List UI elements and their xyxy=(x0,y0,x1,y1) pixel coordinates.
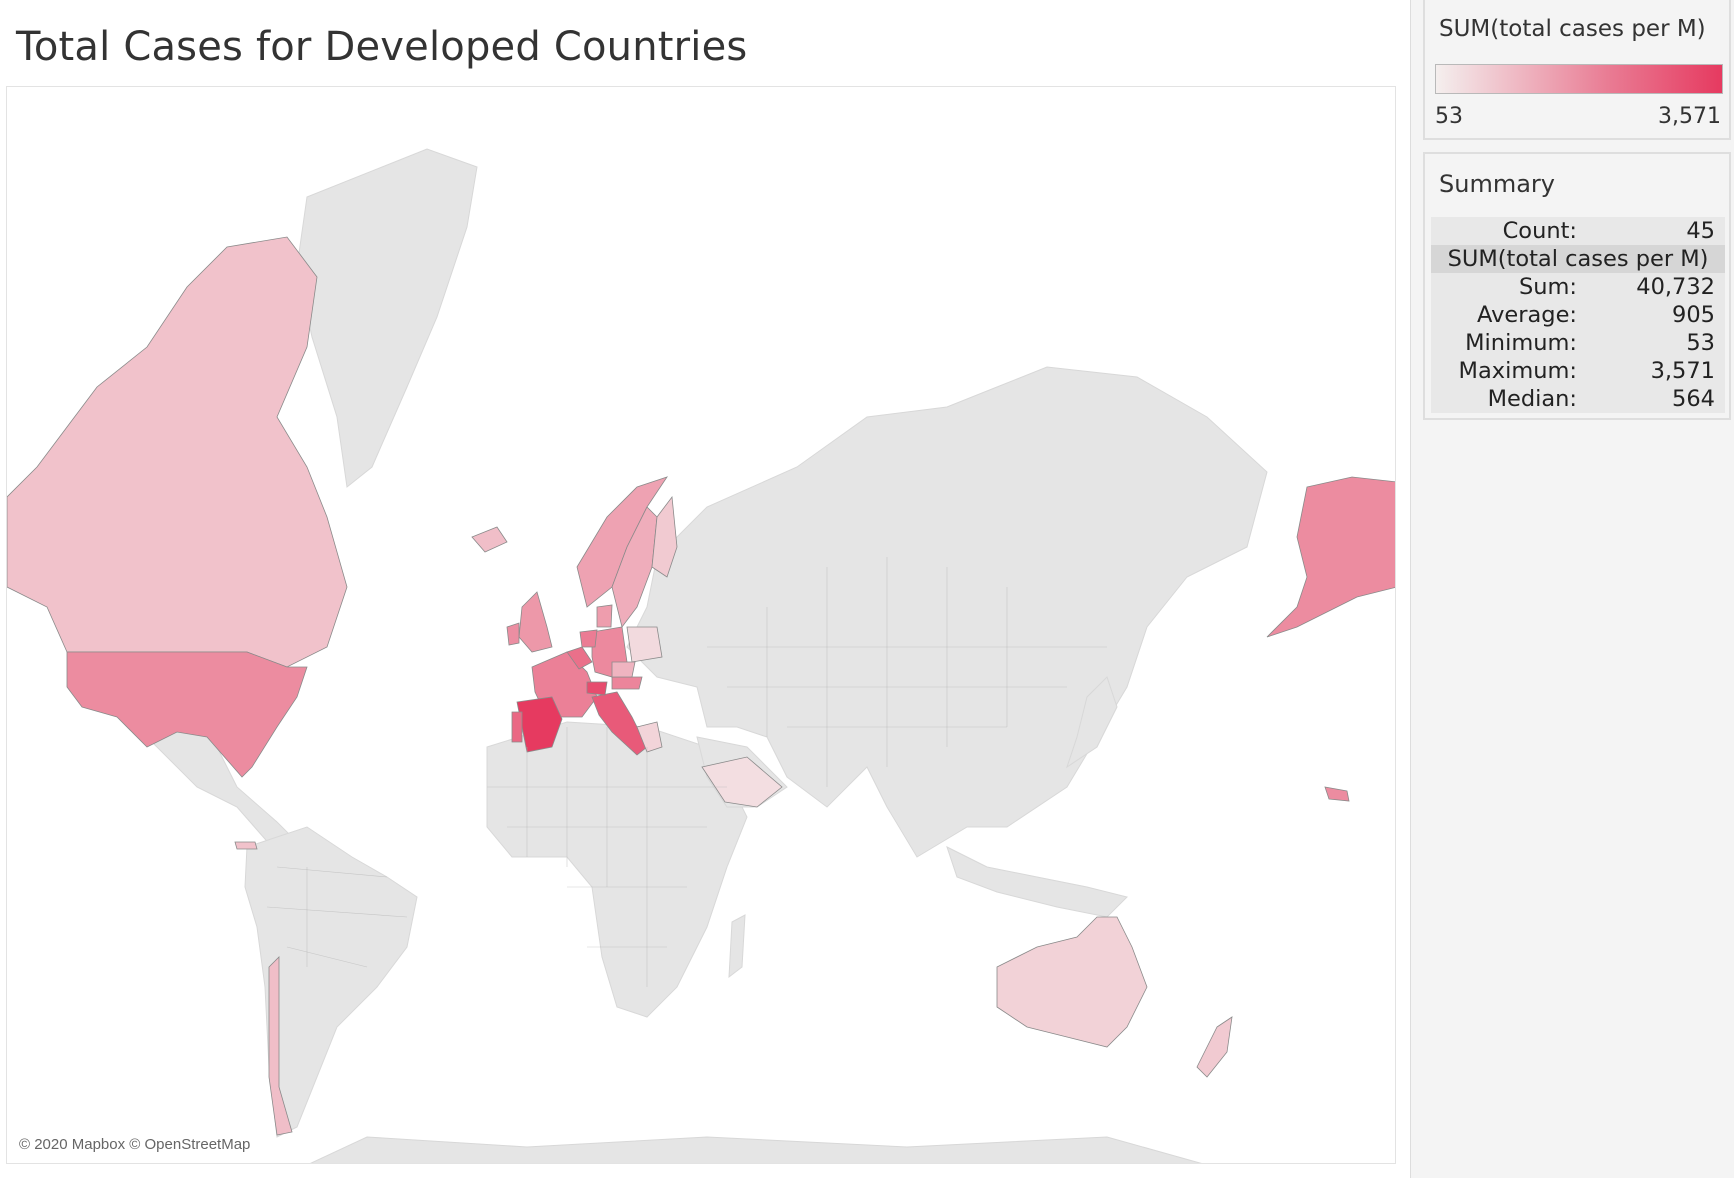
region-panama[interactable] xyxy=(234,841,258,850)
summary-label: Average: xyxy=(1477,302,1577,328)
legend-title: SUM(total cases per M) xyxy=(1439,16,1706,42)
greenland-shape xyxy=(296,148,478,488)
summary-value: 45 xyxy=(1686,218,1715,244)
region-alaska[interactable] xyxy=(1266,476,1396,638)
region-portugal[interactable] xyxy=(511,711,523,743)
summary-value: 40,732 xyxy=(1636,274,1715,300)
region-hawaii[interactable] xyxy=(1324,786,1350,802)
color-legend[interactable]: SUM(total cases per M) 53 3,571 xyxy=(1423,0,1731,140)
region-denmark[interactable] xyxy=(596,604,613,628)
region-united-states[interactable] xyxy=(66,651,308,778)
summary-card[interactable]: Summary Count: 45 SUM(total cases per M)… xyxy=(1423,152,1731,420)
region-belgium[interactable] xyxy=(566,646,593,670)
side-panel: SUM(total cases per M) 53 3,571 Summary … xyxy=(1410,0,1734,1178)
region-saudi-arabia[interactable] xyxy=(701,756,783,808)
summary-measure-header: SUM(total cases per M) xyxy=(1431,245,1725,273)
summary-row: Sum: 40,732 xyxy=(1431,273,1725,301)
legend-max-label: 3,571 xyxy=(1658,104,1721,129)
country-border-line xyxy=(266,906,408,918)
region-netherlands[interactable] xyxy=(579,629,598,648)
indonesia-shape xyxy=(946,846,1128,918)
summary-row: Median: 564 xyxy=(1431,385,1725,413)
antarctica-shape xyxy=(310,1136,1202,1163)
summary-value: 53 xyxy=(1686,330,1715,356)
region-poland[interactable] xyxy=(626,626,663,663)
legend-min-label: 53 xyxy=(1435,104,1463,129)
summary-row: Minimum: 53 xyxy=(1431,329,1725,357)
region-australia[interactable] xyxy=(996,916,1148,1048)
region-finland[interactable] xyxy=(651,495,678,578)
summary-label: Count: xyxy=(1502,218,1577,244)
summary-row-count: Count: 45 xyxy=(1431,217,1725,245)
summary-table: Count: 45 SUM(total cases per M) Sum: 40… xyxy=(1431,217,1725,413)
summary-row: Maximum: 3,571 xyxy=(1431,357,1725,385)
summary-label: Sum: xyxy=(1518,274,1577,300)
highlighted-regions[interactable] xyxy=(7,236,1396,1136)
region-iceland[interactable] xyxy=(471,526,508,553)
summary-label: Median: xyxy=(1487,386,1577,412)
madagascar-shape xyxy=(728,914,746,979)
region-ireland[interactable] xyxy=(506,622,520,646)
country-borders xyxy=(266,557,1107,987)
summary-title: Summary xyxy=(1439,170,1555,198)
summary-row: Average: 905 xyxy=(1431,301,1725,329)
south-america-shape xyxy=(244,826,418,1138)
summary-value: 905 xyxy=(1672,302,1715,328)
summary-value: 564 xyxy=(1672,386,1715,412)
region-italy[interactable] xyxy=(591,691,648,756)
japan-shape xyxy=(1066,676,1118,769)
region-canada[interactable] xyxy=(7,236,348,668)
region-new-zealand[interactable] xyxy=(1196,1016,1233,1078)
map-title: Total Cases for Developed Countries xyxy=(16,24,748,70)
africa-shape xyxy=(486,721,748,1018)
country-border-line xyxy=(276,866,388,878)
region-chile[interactable] xyxy=(268,956,293,1136)
region-czechia[interactable] xyxy=(611,661,636,678)
region-greece[interactable] xyxy=(636,721,663,753)
region-austria[interactable] xyxy=(611,676,643,690)
world-map[interactable] xyxy=(7,87,1396,1164)
map-view[interactable]: © 2020 Mapbox © OpenStreetMap xyxy=(6,86,1396,1164)
map-attribution[interactable]: © 2020 Mapbox © OpenStreetMap xyxy=(19,1136,251,1153)
summary-label: Minimum: xyxy=(1465,330,1577,356)
country-border-line xyxy=(286,946,368,968)
region-united-kingdom[interactable] xyxy=(518,591,553,653)
region-switzerland[interactable] xyxy=(586,681,608,696)
summary-value: 3,571 xyxy=(1650,358,1715,384)
summary-label: Maximum: xyxy=(1458,358,1577,384)
legend-color-ramp xyxy=(1435,64,1723,94)
